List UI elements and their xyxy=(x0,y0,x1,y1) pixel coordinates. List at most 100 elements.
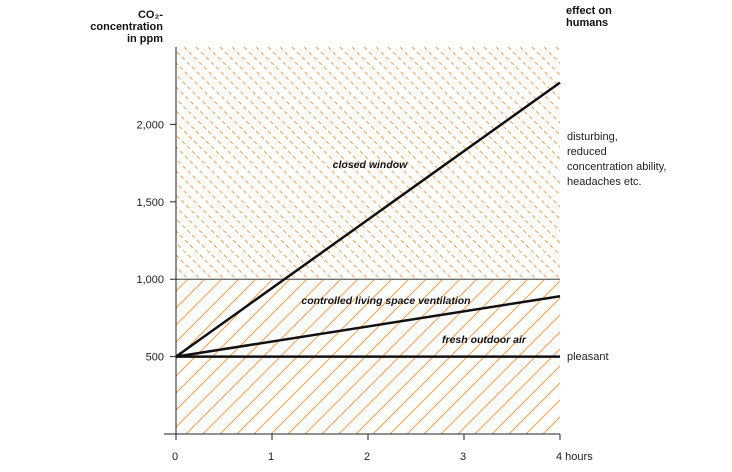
hatch-line xyxy=(577,264,732,434)
hatch-line xyxy=(542,416,560,434)
series-line-controlled-living-space-ventilation xyxy=(175,294,561,358)
hatch-line xyxy=(176,62,394,280)
hatch-line xyxy=(176,280,239,343)
x-tick-label: 4 hours xyxy=(556,451,593,463)
hatch-line xyxy=(207,47,442,280)
hatch-line xyxy=(219,280,375,434)
hatch-line xyxy=(0,47,100,287)
hatch-line xyxy=(279,47,514,280)
hatch-line xyxy=(447,47,560,160)
hatch-line xyxy=(231,47,466,280)
hatch-line xyxy=(185,280,341,434)
hatch-line xyxy=(471,47,560,136)
hatch-line xyxy=(176,86,370,280)
hatch-line xyxy=(387,47,560,220)
hatch-line xyxy=(459,47,560,148)
hatch-line xyxy=(525,399,560,434)
hatch-line xyxy=(363,47,560,244)
hatch-line xyxy=(176,230,226,280)
hatch-line xyxy=(176,280,205,309)
hatch-line xyxy=(435,47,560,172)
hatch-line xyxy=(0,47,52,287)
hatch-line xyxy=(176,50,406,280)
x-tick-label: 2 xyxy=(364,451,370,463)
hatch-line xyxy=(0,47,88,287)
hatch-line xyxy=(338,280,494,434)
hatch-line xyxy=(176,158,298,280)
hatch-line xyxy=(176,278,178,280)
hatch-line xyxy=(176,134,322,280)
y-tick-label: 500 xyxy=(146,352,164,364)
hatch-line xyxy=(0,47,40,287)
hatch-line xyxy=(176,74,382,280)
hatch-line xyxy=(176,280,222,326)
hatch-line xyxy=(389,280,545,434)
hatch-line xyxy=(176,218,238,280)
hatch-line xyxy=(176,206,250,280)
hatch-line xyxy=(176,98,358,280)
hatch-line xyxy=(176,242,214,280)
hatch-line xyxy=(483,47,560,124)
hatch-line xyxy=(423,47,560,184)
hatch-line xyxy=(0,47,76,287)
effect-high-line-2: reduced xyxy=(567,146,607,158)
hatch-line xyxy=(491,365,560,434)
hatch-line xyxy=(243,47,478,280)
hatch-line xyxy=(315,47,550,280)
series-lines xyxy=(175,81,561,358)
hatch-line xyxy=(183,47,418,280)
hatch-line xyxy=(236,280,392,434)
hatch-line xyxy=(267,47,502,280)
hatch-line xyxy=(508,382,560,434)
hatch-line xyxy=(327,47,560,280)
hatch-line xyxy=(176,194,262,280)
hatch-line xyxy=(559,433,560,434)
x-tick-label: 0 xyxy=(172,451,178,463)
hatch-line xyxy=(0,47,28,287)
hatch-line xyxy=(0,47,16,287)
y-ticks: 500 1,000 1,500 2,000 xyxy=(136,119,176,364)
x-tick-label: 3 xyxy=(460,451,466,463)
hatch-line xyxy=(474,348,560,434)
hatch-line xyxy=(0,47,160,287)
hatch-line xyxy=(176,110,346,280)
y-axis-title-line-1: CO₂- xyxy=(138,9,163,21)
hatch-line xyxy=(457,331,560,434)
hatch-line xyxy=(406,280,560,434)
right-header-line-2: humans xyxy=(566,17,608,29)
hatch-line xyxy=(176,182,274,280)
x-tick-label: 1 xyxy=(268,451,274,463)
hatch-line xyxy=(355,280,511,434)
hatch-line xyxy=(423,297,560,434)
hatch-line xyxy=(0,47,124,287)
effect-high-line-4: headaches etc. xyxy=(567,176,642,188)
hatch-line xyxy=(372,280,528,434)
hatch-line xyxy=(0,47,136,287)
hatch-line xyxy=(411,47,560,196)
hatch-line xyxy=(176,266,190,280)
hatch-line xyxy=(399,47,560,208)
effect-pleasant: pleasant xyxy=(567,351,609,363)
zone-high-concentration xyxy=(0,47,560,287)
hatch-line xyxy=(0,47,64,287)
hatch-line xyxy=(176,170,286,280)
hatch-line xyxy=(287,280,443,434)
series-label-closed-window: closed window xyxy=(333,159,409,171)
hatch-line xyxy=(375,47,560,232)
y-axis-title-line-3: in ppm xyxy=(127,33,163,45)
y-axis-title-line-2: concentration xyxy=(90,21,163,33)
hatch-line xyxy=(0,47,112,287)
hatch-line xyxy=(0,47,172,287)
hatch-line xyxy=(176,254,202,280)
zone-normal-concentration xyxy=(16,264,732,434)
hatch-line xyxy=(270,280,426,434)
hatch-line xyxy=(176,280,273,377)
hatch-line xyxy=(321,280,477,434)
x-ticks: 0 1 2 3 4 hours xyxy=(172,434,593,463)
hatch-line xyxy=(16,264,186,434)
y-tick-label: 1,000 xyxy=(136,274,164,286)
hatch-line xyxy=(176,280,324,428)
hatch-line xyxy=(202,280,358,434)
y-tick-label: 1,500 xyxy=(136,197,164,209)
